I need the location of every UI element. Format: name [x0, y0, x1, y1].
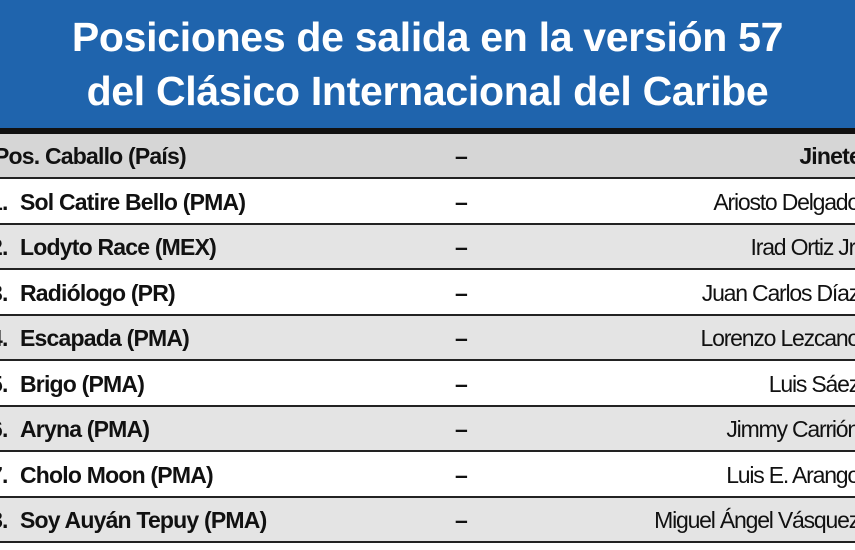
jockey: Juan Carlos Díaz: [701, 279, 855, 306]
dash: –: [455, 461, 468, 488]
jockey: Jimmy Carrión: [726, 416, 855, 442]
dash: –: [455, 234, 468, 260]
table-row: 4. Escapada (PMA) – Lorenzo Lezcano: [0, 316, 855, 361]
jockey: Luis Sáez: [768, 370, 855, 397]
jockey: Lorenzo Lezcano: [700, 325, 855, 351]
position: 8.: [0, 507, 8, 533]
table-row: 6. Aryna (PMA) – Jimmy Carrión: [0, 407, 855, 452]
dash: –: [455, 325, 468, 351]
position: 1.: [0, 188, 8, 215]
jockey: Luis E. Arango: [726, 461, 855, 488]
horse: Sol Catire Bello (PMA): [20, 188, 246, 215]
jockey: Ariosto Delgado: [713, 188, 855, 215]
horse: Brigo (PMA): [20, 370, 145, 397]
position: 3.: [0, 279, 8, 306]
horse: Lodyto Race (MEX): [20, 234, 217, 260]
title-line: del Clásico Internacional del Caribe: [86, 68, 769, 114]
dash: –: [455, 416, 468, 442]
table-row: 8. Soy Auyán Tepuy (PMA) – Miguel Ángel Vás…: [0, 498, 855, 543]
horse: Soy Auyán Tepuy (PMA): [20, 507, 267, 533]
table-row: 2. Lodyto Race (MEX) – Irad Ortiz Jr.: [0, 225, 855, 270]
table-row: 3. Radiólogo (PR) – Juan Carlos Díaz: [0, 270, 855, 316]
column-header: Pos. Caballo (País): [0, 143, 187, 169]
table-row: 1. Sol Catire Bello (PMA) – Ariosto Delgado: [0, 179, 855, 225]
position: 2.: [0, 234, 8, 260]
dash: –: [455, 279, 468, 306]
dash: –: [455, 370, 468, 397]
horse: Escapada (PMA): [20, 325, 190, 351]
position: 7.: [0, 461, 8, 488]
header-row: Pos. Caballo (País) – Jinete: [0, 134, 855, 179]
horse: Cholo Moon (PMA): [20, 461, 214, 488]
column-header: –: [455, 143, 468, 169]
dash: –: [455, 507, 468, 533]
position: 5.: [0, 370, 8, 397]
jockey: Irad Ortiz Jr.: [750, 234, 855, 260]
jockey: Miguel Ángel Vásquez: [654, 507, 855, 533]
divider: [0, 128, 855, 134]
title-line: Posiciones de salida en la versión 57: [71, 14, 784, 60]
table-row: 7. Cholo Moon (PMA) – Luis E. Arango: [0, 452, 855, 498]
table-row: 5. Brigo (PMA) – Luis Sáez: [0, 361, 855, 407]
horse: Radiólogo (PR): [20, 279, 176, 306]
column-header: Jinete: [799, 143, 855, 169]
title-banner: Posiciones de salida en la versión 57 de…: [0, 0, 855, 128]
horse: Aryna (PMA): [20, 416, 150, 442]
position: 6.: [0, 416, 8, 442]
position: 4.: [0, 325, 8, 351]
dash: –: [455, 188, 468, 215]
